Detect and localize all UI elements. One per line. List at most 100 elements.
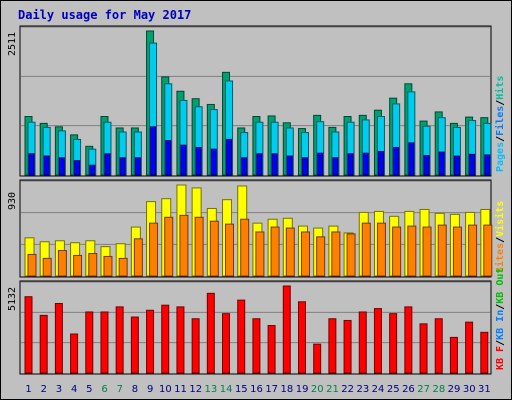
bar-pages-11 bbox=[180, 144, 187, 176]
bar-pages-8 bbox=[134, 157, 141, 176]
side-legend-part: Visits bbox=[494, 201, 506, 237]
bar-sites-3 bbox=[57, 250, 67, 277]
bar-sites-9 bbox=[149, 222, 159, 277]
bar-pages-14 bbox=[226, 138, 233, 176]
bar-pages-4 bbox=[74, 160, 81, 176]
series-kb-f bbox=[24, 285, 489, 374]
day-labels: 1 2 3 4 5 6 7 8 9 10 11 12 13 14 15 16 17 18 19 20 21 22 23 24 2… bbox=[25, 384, 490, 395]
bar-pages-5 bbox=[89, 164, 96, 176]
side-legend-part: Sites bbox=[494, 243, 506, 273]
bar-pages-25 bbox=[393, 146, 400, 176]
bar-sites-8 bbox=[133, 238, 143, 277]
bar-pages-12 bbox=[195, 146, 202, 176]
bar-sites-18 bbox=[285, 227, 295, 277]
day-label-16: 16 bbox=[250, 384, 263, 395]
side-legend-label: Sites/Visits bbox=[494, 201, 506, 273]
bar-sites-15 bbox=[240, 218, 250, 277]
day-label-17: 17 bbox=[265, 384, 278, 395]
bar-kb-f-22 bbox=[343, 319, 352, 374]
bar-pages-2 bbox=[43, 155, 50, 176]
bar-sites-17 bbox=[270, 226, 280, 277]
day-label-10: 10 bbox=[159, 384, 172, 395]
day-label-15: 15 bbox=[235, 384, 248, 395]
bar-kb-f-31 bbox=[480, 331, 489, 374]
side-legend-part: / bbox=[495, 340, 506, 346]
bar-sites-21 bbox=[331, 231, 341, 277]
side-legend-part: / bbox=[495, 100, 506, 106]
day-label-19: 19 bbox=[296, 384, 309, 395]
bar-pages-20 bbox=[317, 152, 324, 176]
day-label-24: 24 bbox=[372, 384, 385, 395]
chart-panels: 2511Pages/Files/Hits930Sites/Visits5132K… bbox=[7, 25, 506, 375]
bar-sites-24 bbox=[376, 222, 386, 277]
y-max-label: 930 bbox=[7, 192, 18, 210]
side-legend-part: Hits bbox=[494, 76, 506, 100]
bar-sites-31 bbox=[483, 224, 493, 277]
series-sites bbox=[27, 214, 493, 277]
day-label-8: 8 bbox=[132, 384, 138, 395]
bar-kb-f-18 bbox=[282, 285, 291, 374]
bar-pages-15 bbox=[241, 157, 248, 176]
y-max-label: 5132 bbox=[7, 287, 18, 311]
bar-pages-29 bbox=[453, 155, 460, 176]
day-label-23: 23 bbox=[356, 384, 369, 395]
bar-kb-f-13 bbox=[206, 292, 215, 374]
bar-sites-23 bbox=[361, 222, 371, 277]
bar-sites-1 bbox=[27, 253, 37, 277]
day-label-26: 26 bbox=[402, 384, 415, 395]
bar-sites-30 bbox=[468, 224, 478, 277]
bar-pages-26 bbox=[408, 142, 415, 176]
day-label-22: 22 bbox=[341, 384, 354, 395]
side-legend-part: Files bbox=[494, 106, 506, 136]
bar-sites-19 bbox=[300, 231, 310, 277]
bar-sites-7 bbox=[118, 257, 128, 277]
bar-kb-f-15 bbox=[237, 299, 246, 374]
bar-sites-13 bbox=[209, 220, 219, 277]
bar-kb-f-27 bbox=[419, 323, 428, 374]
bar-sites-12 bbox=[194, 216, 204, 277]
bar-pages-3 bbox=[58, 157, 65, 176]
day-label-5: 5 bbox=[86, 384, 92, 395]
bar-sites-10 bbox=[164, 216, 174, 277]
bar-sites-2 bbox=[42, 257, 52, 277]
bar-kb-f-16 bbox=[252, 318, 261, 374]
bar-pages-30 bbox=[469, 153, 476, 176]
series-pages bbox=[28, 126, 491, 176]
bar-kb-f-30 bbox=[465, 321, 474, 374]
bar-kb-f-1 bbox=[24, 296, 33, 374]
side-legend-part: KB Out bbox=[495, 268, 506, 304]
bar-kb-f-10 bbox=[161, 304, 170, 374]
bar-kb-f-8 bbox=[130, 316, 139, 374]
day-label-1: 1 bbox=[25, 384, 31, 395]
bar-kb-f-20 bbox=[313, 343, 322, 374]
bar-kb-f-5 bbox=[85, 311, 94, 374]
day-label-20: 20 bbox=[311, 384, 324, 395]
bar-sites-4 bbox=[73, 254, 83, 277]
bar-pages-13 bbox=[210, 148, 217, 176]
bar-kb-f-19 bbox=[297, 301, 306, 374]
side-legend-part: / bbox=[495, 304, 506, 310]
bar-kb-f-12 bbox=[191, 318, 200, 374]
bar-kb-f-11 bbox=[176, 306, 185, 374]
bar-sites-28 bbox=[437, 224, 447, 277]
bar-pages-23 bbox=[362, 152, 369, 176]
bar-sites-22 bbox=[346, 233, 356, 277]
bar-pages-28 bbox=[438, 151, 445, 176]
bar-pages-18 bbox=[286, 155, 293, 176]
day-label-30: 30 bbox=[463, 384, 476, 395]
bar-sites-29 bbox=[452, 226, 462, 277]
side-legend-part: KB F bbox=[495, 346, 506, 370]
bar-kb-f-17 bbox=[267, 325, 276, 374]
bar-kb-f-3 bbox=[54, 302, 63, 374]
bar-kb-f-14 bbox=[222, 313, 231, 374]
day-label-11: 11 bbox=[174, 384, 187, 395]
bar-kb-f-24 bbox=[373, 308, 382, 374]
bar-sites-14 bbox=[225, 223, 235, 277]
day-label-7: 7 bbox=[117, 384, 123, 395]
day-label-29: 29 bbox=[448, 384, 461, 395]
chart-title: Daily usage for May 2017 bbox=[18, 8, 191, 22]
day-label-12: 12 bbox=[189, 384, 202, 395]
day-label-3: 3 bbox=[56, 384, 62, 395]
